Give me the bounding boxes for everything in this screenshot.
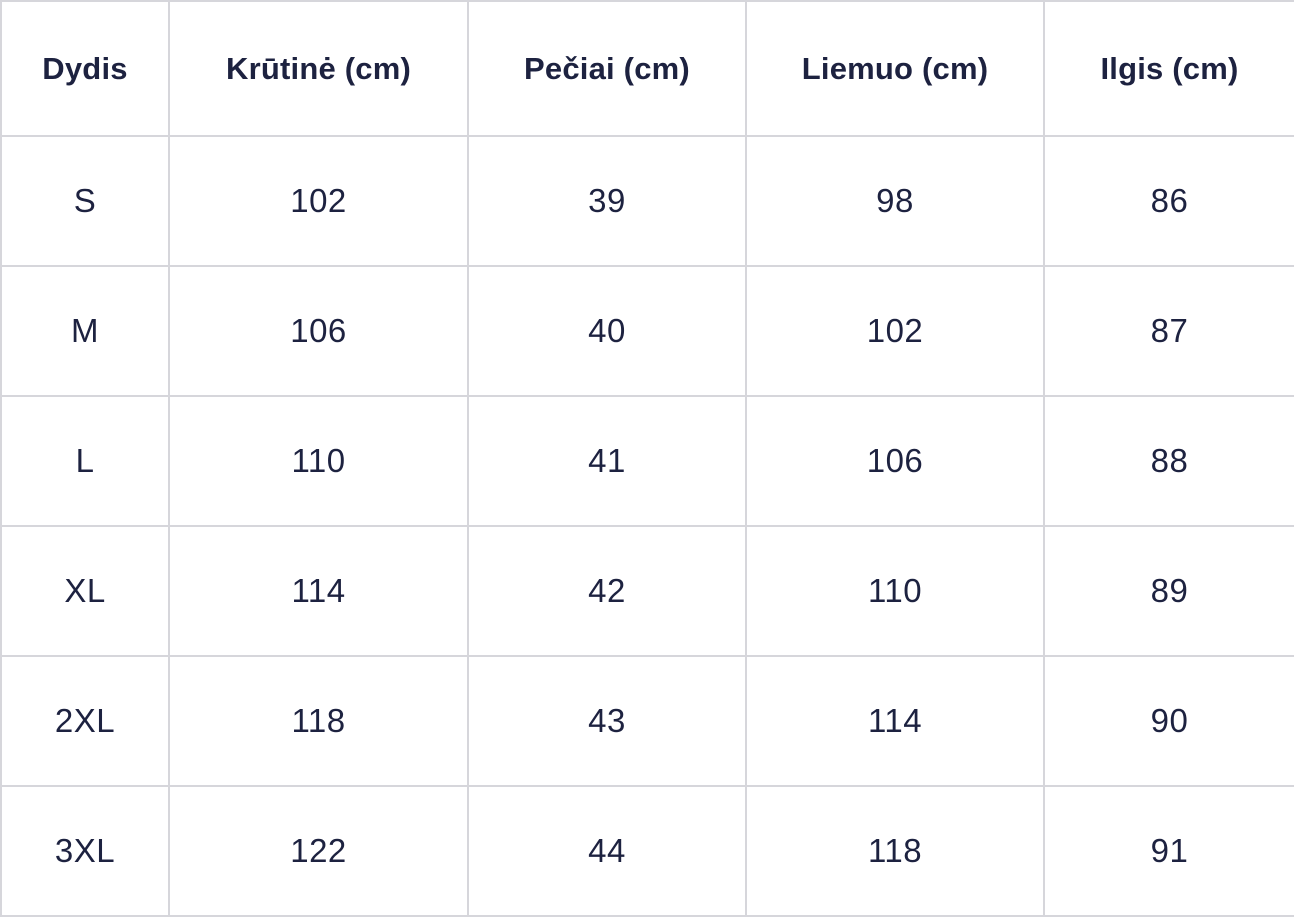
cell-shoulders: 44 [467, 785, 747, 917]
cell-length: 91 [1043, 785, 1294, 917]
table-row: M 106 40 102 87 [0, 265, 1294, 397]
header-chest: Krūtinė (cm) [168, 0, 469, 137]
cell-chest: 106 [168, 265, 469, 397]
table-row: 2XL 118 43 114 90 [0, 655, 1294, 787]
cell-length: 89 [1043, 525, 1294, 657]
cell-waist: 106 [745, 395, 1045, 527]
header-size: Dydis [0, 0, 170, 137]
cell-chest: 102 [168, 135, 469, 267]
cell-length: 87 [1043, 265, 1294, 397]
table-row: S 102 39 98 86 [0, 135, 1294, 267]
header-shoulders: Pečiai (cm) [467, 0, 747, 137]
cell-length: 86 [1043, 135, 1294, 267]
cell-waist: 102 [745, 265, 1045, 397]
cell-shoulders: 39 [467, 135, 747, 267]
cell-size: L [0, 395, 170, 527]
cell-size: 2XL [0, 655, 170, 787]
cell-shoulders: 43 [467, 655, 747, 787]
header-waist: Liemuo (cm) [745, 0, 1045, 137]
cell-size: S [0, 135, 170, 267]
cell-chest: 122 [168, 785, 469, 917]
cell-size: M [0, 265, 170, 397]
header-row: Dydis Krūtinė (cm) Pečiai (cm) Liemuo (c… [0, 0, 1294, 137]
table-row: L 110 41 106 88 [0, 395, 1294, 527]
cell-waist: 110 [745, 525, 1045, 657]
cell-chest: 110 [168, 395, 469, 527]
cell-shoulders: 42 [467, 525, 747, 657]
cell-size: XL [0, 525, 170, 657]
cell-chest: 118 [168, 655, 469, 787]
header-length: Ilgis (cm) [1043, 0, 1294, 137]
cell-waist: 118 [745, 785, 1045, 917]
table-row: 3XL 122 44 118 91 [0, 785, 1294, 917]
cell-size: 3XL [0, 785, 170, 917]
table-row: XL 114 42 110 89 [0, 525, 1294, 657]
cell-length: 88 [1043, 395, 1294, 527]
cell-shoulders: 41 [467, 395, 747, 527]
cell-chest: 114 [168, 525, 469, 657]
cell-waist: 114 [745, 655, 1045, 787]
cell-shoulders: 40 [467, 265, 747, 397]
cell-waist: 98 [745, 135, 1045, 267]
cell-length: 90 [1043, 655, 1294, 787]
